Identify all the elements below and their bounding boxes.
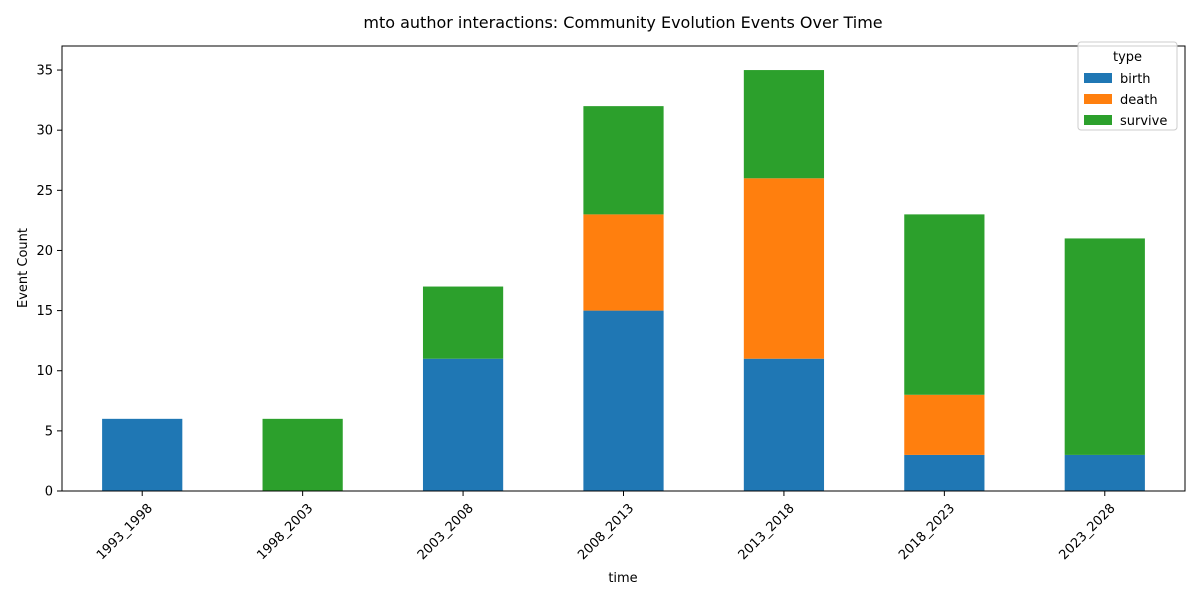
legend-swatch-survive <box>1084 115 1112 125</box>
bar-survive-2023_2028 <box>1064 238 1145 455</box>
bar-survive-2013_2018 <box>743 70 825 179</box>
legend-swatch-birth <box>1084 73 1112 83</box>
x-tick-label: 2023_2028 <box>1057 501 1119 563</box>
bar-survive-2008_2013 <box>583 106 664 215</box>
bar-survive-1998_2003 <box>262 418 343 491</box>
bar-birth-2013_2018 <box>743 358 825 491</box>
bar-birth-2023_2028 <box>1064 454 1145 491</box>
x-tick-label: 1998_2003 <box>254 501 316 563</box>
y-axis-title: Event Count <box>16 228 31 308</box>
legend: type birth death survive <box>1077 41 1178 131</box>
x-tick-label: 2008_2013 <box>575 501 637 563</box>
chart-title: mto author interactions: Community Evolu… <box>363 13 882 32</box>
y-tick-label: 0 <box>45 485 53 500</box>
legend-label-survive: survive <box>1120 114 1167 129</box>
y-tick-label: 35 <box>36 64 53 79</box>
bar-death-2008_2013 <box>583 214 664 311</box>
y-tick-label: 20 <box>36 244 53 259</box>
x-tick-label: 1993_1998 <box>94 501 156 563</box>
bar-birth-2018_2023 <box>904 454 985 491</box>
bar-birth-1993_1998 <box>102 418 183 491</box>
x-tick-label: 2003_2008 <box>415 501 477 563</box>
bar-birth-2008_2013 <box>583 310 664 491</box>
x-tick-label: 2013_2018 <box>736 501 798 563</box>
bar-survive-2003_2008 <box>422 286 504 359</box>
legend-label-birth: birth <box>1120 72 1151 87</box>
x-axis-title: time <box>608 571 637 586</box>
y-tick-label: 25 <box>36 184 53 199</box>
bar-survive-2018_2023 <box>904 214 985 395</box>
y-tick-label: 30 <box>36 124 53 139</box>
plot-area: 0 5 10 15 20 25 30 35 1993_1998 1998_2003 2003_200… <box>36 45 1186 563</box>
legend-title: type <box>1113 50 1142 65</box>
legend-swatch-death <box>1084 94 1112 104</box>
legend-label-death: death <box>1120 93 1158 108</box>
bar-birth-2003_2008 <box>422 358 504 491</box>
y-tick-label: 5 <box>45 424 53 439</box>
y-tick-label: 10 <box>36 364 53 379</box>
y-tick-label: 15 <box>36 304 53 319</box>
bar-death-2018_2023 <box>904 394 985 455</box>
legend-box <box>1077 41 1178 131</box>
x-tick-label: 2018_2023 <box>896 501 958 563</box>
bar-death-2013_2018 <box>743 178 825 359</box>
